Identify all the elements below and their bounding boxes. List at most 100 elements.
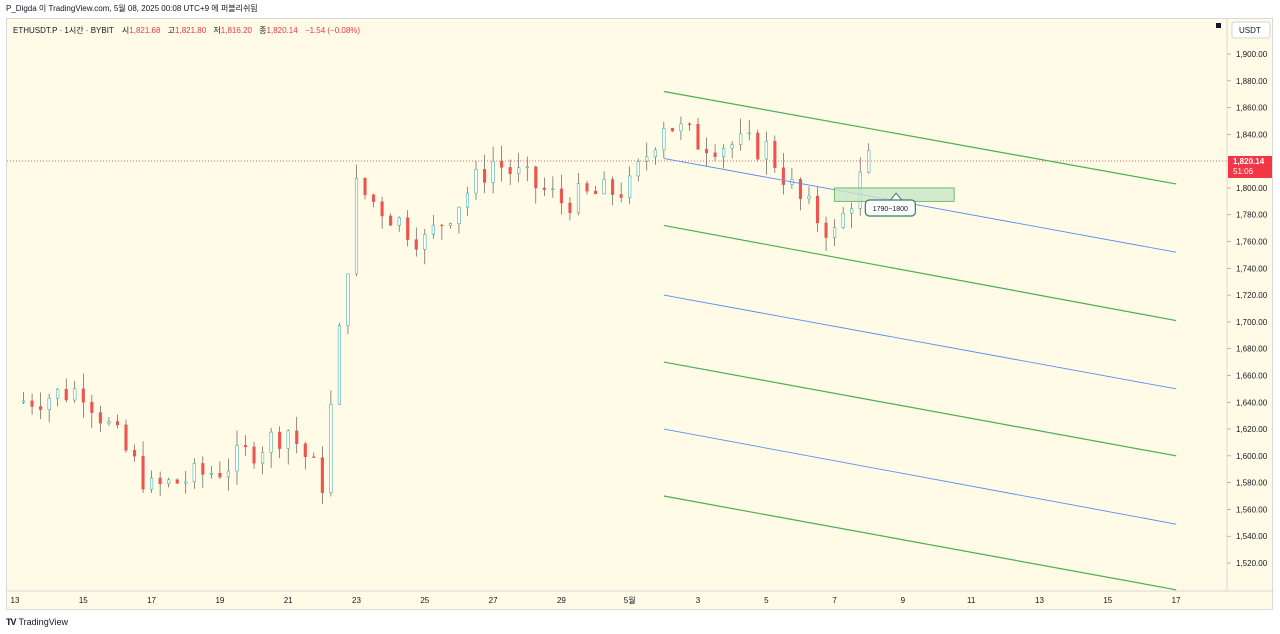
candle-body [440, 224, 444, 227]
symbol-name: ETHUSDT.P · 1시간 · BYBIT [13, 25, 114, 35]
candle-body [525, 166, 529, 169]
price-tick-label: 1,880.00 [1236, 77, 1268, 86]
channel-line-blue[interactable] [663, 294, 1177, 390]
candle-body [431, 224, 435, 235]
candle-body [363, 177, 367, 196]
candle-body [235, 445, 239, 472]
price-axis: 1,900.001,880.001,860.001,840.001,820.00… [1227, 50, 1268, 568]
candle-body [380, 201, 384, 217]
price-tick-label: 1,620.00 [1236, 425, 1268, 434]
candle-body [713, 152, 717, 157]
candle-body [824, 222, 828, 238]
price-tick-label: 1,580.00 [1236, 479, 1268, 488]
current-price-tag [1228, 155, 1272, 178]
candle-body [278, 431, 282, 449]
current-price-label: 1,820.14 [1233, 157, 1265, 166]
candle-body [568, 202, 572, 214]
open-value: 1,821.68 [129, 26, 161, 35]
candle-body [457, 206, 461, 224]
candle-body [39, 406, 43, 410]
candle-body [406, 217, 410, 240]
price-tick-label: 1,560.00 [1236, 505, 1268, 514]
candle-body [602, 179, 606, 195]
price-tick-label: 1,520.00 [1236, 559, 1268, 568]
high-value: 1,821.80 [175, 26, 207, 35]
low-value: 1,816.20 [221, 26, 253, 35]
time-tick-label: 17 [147, 596, 156, 605]
time-tick-label: 29 [557, 596, 566, 605]
candle-body [670, 128, 674, 132]
time-tick-label: 21 [284, 596, 293, 605]
candle-body [124, 424, 128, 451]
price-chart[interactable]: 1790~1800 1,900.00 1,880.00 1,860.00 1,840.… [7, 19, 1274, 611]
candle-body [722, 147, 726, 157]
candle-body [594, 190, 598, 195]
time-tick-label: 9 [901, 596, 906, 605]
zone-callout[interactable] [864, 199, 916, 217]
candle-body [81, 388, 85, 403]
channel-line-green[interactable] [663, 90, 1177, 185]
candle-body [517, 167, 521, 174]
candle-body [320, 457, 324, 494]
publish-bar: P_Digda 이 TradingView.com, 5월 08, 2025 0… [0, 0, 1280, 18]
close-value: 1,820.14 [267, 26, 299, 35]
candle-body [192, 463, 196, 483]
candle-body [243, 445, 248, 448]
candle-body [542, 187, 546, 190]
candle-body [628, 175, 632, 198]
price-tick-label: 1,800.00 [1236, 184, 1268, 193]
candle-body [491, 160, 495, 183]
zone-label: 1790~1800 [873, 206, 908, 213]
price-tick-label: 1,680.00 [1236, 345, 1268, 354]
price-tick-label: 1,540.00 [1236, 532, 1268, 541]
price-tick-label: 1,760.00 [1236, 238, 1268, 247]
channel-line-green[interactable] [663, 361, 1177, 457]
candle-body [56, 389, 60, 399]
price-tick-label: 1,660.00 [1236, 371, 1268, 380]
time-tick-label: 25 [420, 596, 429, 605]
candle-body [465, 192, 470, 208]
time-tick-label: 3 [696, 596, 701, 605]
channel-line-green[interactable] [663, 224, 1177, 322]
candle-body [414, 239, 418, 250]
chart-frame[interactable]: 1790~1800 1,900.00 1,880.00 1,860.00 1,840.… [6, 18, 1274, 611]
channel-line-green[interactable] [663, 495, 1177, 591]
candle-body [645, 156, 649, 162]
channel-line-blue[interactable] [663, 428, 1177, 525]
candle-body [47, 397, 51, 410]
candle-body [764, 140, 768, 160]
candle-body [115, 421, 120, 426]
candle-body [372, 194, 376, 202]
candle-body [98, 412, 102, 424]
candle-body [167, 479, 171, 485]
time-axis: 13 15 17 19 21 23 25 27 29 5월 3 5 7 9 11 13 15 17 [11, 595, 1182, 605]
candle-body [175, 479, 179, 484]
candle-body [559, 188, 563, 204]
time-tick-label: 23 [352, 596, 361, 605]
time-tick-label: 5월 [624, 595, 636, 605]
time-tick-label: 13 [11, 596, 20, 605]
candle-body [679, 123, 683, 132]
candle-body [653, 149, 657, 158]
callout-pointer [888, 192, 904, 202]
price-tick-label: 1,900.00 [1236, 50, 1268, 59]
candle-body [508, 167, 512, 174]
time-tick-label: 13 [1035, 596, 1044, 605]
currency-button[interactable] [1231, 21, 1271, 39]
candle-body [73, 388, 77, 401]
candle-body [662, 128, 666, 151]
time-tick-label: 27 [489, 596, 498, 605]
channel-line-blue[interactable] [663, 158, 1177, 253]
candle-body [261, 452, 265, 464]
price-tick-label: 1,860.00 [1236, 104, 1268, 113]
candle-body [773, 140, 777, 169]
footer-brand: TradingView [18, 617, 69, 627]
candle-body [687, 123, 692, 125]
change-value: −1.54 (−0.08%) [305, 26, 360, 35]
candle-body [226, 470, 230, 478]
price-tick-label: 1,700.00 [1236, 318, 1268, 327]
settings-square-icon[interactable] [1216, 23, 1221, 28]
candle-body [312, 456, 316, 458]
candle-body [21, 400, 26, 403]
price-tick-label: 1,720.00 [1236, 291, 1268, 300]
